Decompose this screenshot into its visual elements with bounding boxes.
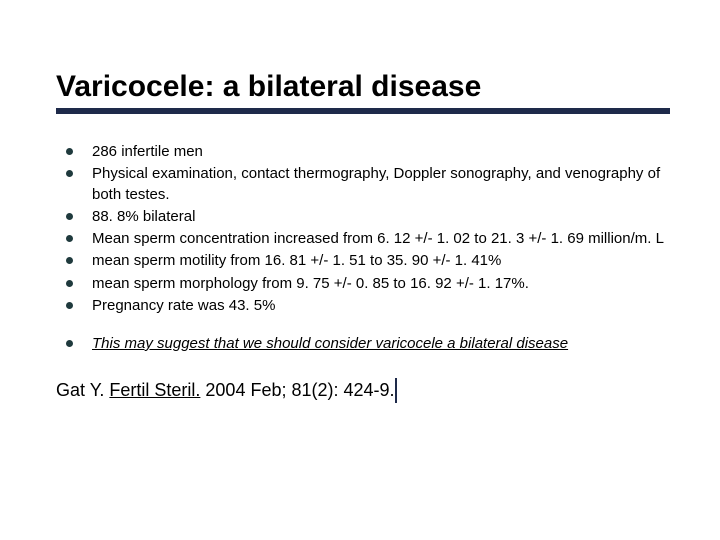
conclusion-list: This may suggest that we should consider… (56, 334, 670, 354)
title-underline (56, 108, 670, 114)
spacer (56, 318, 670, 334)
list-item: Physical examination, contact thermograp… (64, 164, 670, 205)
list-item: Mean sperm concentration increased from … (64, 229, 670, 249)
citation-journal: Fertil Steril. (109, 380, 200, 400)
bullet-list: 286 infertile men Physical examination, … (56, 142, 670, 316)
slide-container: Varicocele: a bilateral disease 286 infe… (0, 0, 720, 540)
list-item: mean sperm motility from 16. 81 +/- 1. 5… (64, 251, 670, 271)
citation: Gat Y. Fertil Steril. 2004 Feb; 81(2): 4… (56, 378, 395, 403)
list-item: mean sperm morphology from 9. 75 +/- 0. … (64, 274, 670, 294)
citation-highlight: Gat Y. Fertil Steril. 2004 Feb; 81(2): 4… (56, 378, 397, 403)
citation-author: Gat Y. (56, 380, 109, 400)
list-item: Pregnancy rate was 43. 5% (64, 296, 670, 316)
conclusion-text: This may suggest that we should consider… (92, 335, 568, 352)
conclusion-item: This may suggest that we should consider… (64, 334, 670, 354)
citation-rest: 2004 Feb; 81(2): 424-9. (200, 380, 394, 400)
slide-title: Varicocele: a bilateral disease (56, 70, 670, 104)
list-item: 88. 8% bilateral (64, 207, 670, 227)
list-item: 286 infertile men (64, 142, 670, 162)
